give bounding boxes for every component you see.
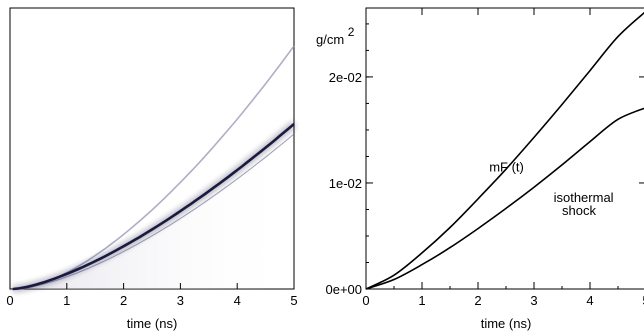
chart-plot-frame [365, 7, 644, 290]
left-x-tick-label: 5 [290, 293, 297, 308]
series-line-isothermal-shock [365, 107, 644, 290]
chart-annotation: mF (t) [489, 159, 524, 174]
left-x-axis-label: time (ns) [127, 316, 178, 331]
x-tick-label: 0 [362, 293, 369, 308]
left-x-tick-label: 2 [120, 293, 127, 308]
y-tick-label: 0e+00 [325, 282, 362, 297]
streak-image-panel: 0 1 2 3 4 5 time (ns) [6, 7, 298, 331]
series-lines [365, 11, 644, 290]
right-x-ticks: 0 1 2 3 4 5 [362, 8, 644, 308]
x-tick-label: 2 [474, 293, 481, 308]
right-x-axis-label: time (ns) [481, 316, 532, 331]
x-tick-label: 5 [642, 293, 644, 308]
y-axis-unit-superscript: 2 [348, 25, 355, 39]
streak-image-traces [12, 45, 296, 292]
left-x-ticks: 0 1 2 3 4 5 [6, 283, 298, 308]
x-tick-label: 4 [586, 293, 593, 308]
density-chart-panel: 0e+00 1e-02 2e-02 0 1 2 3 4 5 mF (t) isothermals… [316, 7, 644, 331]
y-axis-unit-text: g/cm [316, 32, 344, 47]
y-axis-unit-label: g/cm 2 [316, 25, 355, 47]
y-tick-label: 1e-02 [329, 176, 362, 191]
chart-annotation: isothermal [554, 190, 614, 205]
streak-main-trace [12, 123, 295, 291]
left-x-tick-label: 4 [234, 293, 241, 308]
left-x-tick-label: 3 [177, 293, 184, 308]
left-x-tick-label: 0 [6, 293, 13, 308]
y-tick-label: 2e-02 [329, 70, 362, 85]
streak-diffuse-region [15, 124, 294, 289]
series-line-mf [365, 11, 644, 290]
chart-annotation: shock [562, 203, 596, 218]
x-tick-label: 1 [418, 293, 425, 308]
left-x-tick-label: 1 [63, 293, 70, 308]
x-tick-label: 3 [530, 293, 537, 308]
right-y-ticks: 0e+00 1e-02 2e-02 [325, 23, 644, 297]
